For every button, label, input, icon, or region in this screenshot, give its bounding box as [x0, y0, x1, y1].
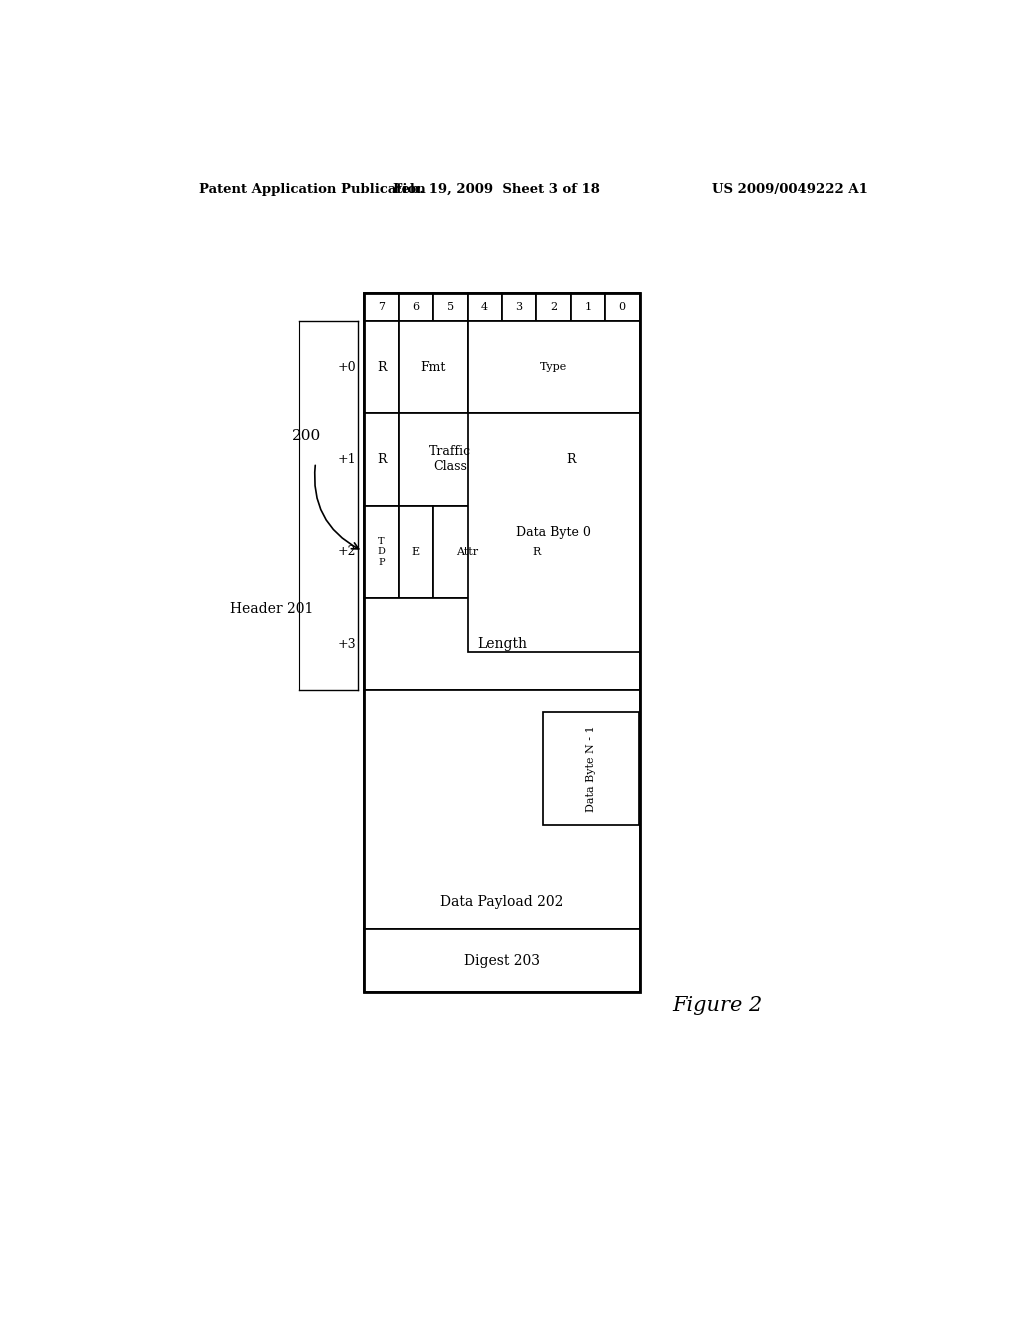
Bar: [570, 506, 640, 598]
Text: 2: 2: [550, 302, 557, 312]
Text: 0: 0: [618, 302, 626, 312]
Text: +2: +2: [338, 545, 356, 558]
Bar: [537, 293, 570, 321]
Text: Digest 203: Digest 203: [464, 954, 540, 968]
Text: US 2009/0049222 A1: US 2009/0049222 A1: [713, 183, 868, 197]
Text: Data Byte 0: Data Byte 0: [516, 527, 591, 539]
Bar: [398, 413, 502, 506]
Bar: [365, 293, 398, 321]
Bar: [468, 293, 502, 321]
Text: Traffic
Class: Traffic Class: [429, 445, 471, 474]
Bar: [570, 293, 605, 321]
Bar: [468, 321, 640, 413]
Text: Attr: Attr: [457, 546, 478, 557]
Text: Type: Type: [540, 362, 567, 372]
Bar: [398, 321, 468, 413]
Text: 200: 200: [292, 429, 321, 442]
Bar: [433, 506, 502, 598]
Text: Fmt: Fmt: [421, 360, 445, 374]
Text: Patent Application Publication: Patent Application Publication: [200, 183, 426, 197]
Bar: [502, 413, 640, 506]
Text: R: R: [532, 546, 541, 557]
Text: R: R: [566, 453, 575, 466]
Text: T
D
P: T D P: [378, 537, 385, 566]
Bar: [365, 598, 640, 690]
Text: 3: 3: [515, 302, 522, 312]
Text: E: E: [412, 546, 420, 557]
Text: Feb. 19, 2009  Sheet 3 of 18: Feb. 19, 2009 Sheet 3 of 18: [392, 183, 600, 197]
Bar: [365, 413, 398, 506]
Text: 5: 5: [446, 302, 454, 312]
Text: Data Byte N - 1: Data Byte N - 1: [587, 725, 596, 812]
Text: +1: +1: [338, 453, 356, 466]
Bar: [502, 293, 537, 321]
Text: R: R: [377, 360, 386, 374]
Text: Length: Length: [477, 638, 527, 651]
Bar: [365, 690, 640, 929]
Bar: [365, 506, 398, 598]
Bar: [605, 293, 640, 321]
Text: Figure 2: Figure 2: [672, 995, 762, 1015]
Bar: [365, 321, 398, 413]
Bar: [543, 711, 640, 825]
Text: 6: 6: [413, 302, 420, 312]
Bar: [398, 293, 433, 321]
Bar: [365, 929, 640, 993]
Text: R: R: [377, 453, 386, 466]
Bar: [468, 413, 640, 652]
Text: 7: 7: [378, 302, 385, 312]
Text: Header 201: Header 201: [229, 602, 313, 616]
Bar: [398, 506, 433, 598]
Text: +0: +0: [338, 360, 356, 374]
Text: Data Payload 202: Data Payload 202: [440, 895, 563, 909]
Bar: [365, 293, 640, 993]
FancyArrowPatch shape: [314, 466, 358, 549]
Text: 4: 4: [481, 302, 488, 312]
Text: +3: +3: [338, 638, 356, 651]
Bar: [502, 506, 570, 598]
Bar: [433, 293, 468, 321]
Text: 1: 1: [585, 302, 592, 312]
